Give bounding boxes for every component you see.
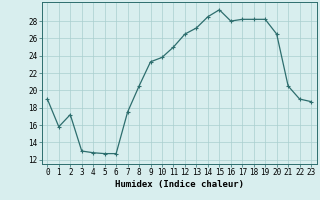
X-axis label: Humidex (Indice chaleur): Humidex (Indice chaleur)	[115, 180, 244, 189]
